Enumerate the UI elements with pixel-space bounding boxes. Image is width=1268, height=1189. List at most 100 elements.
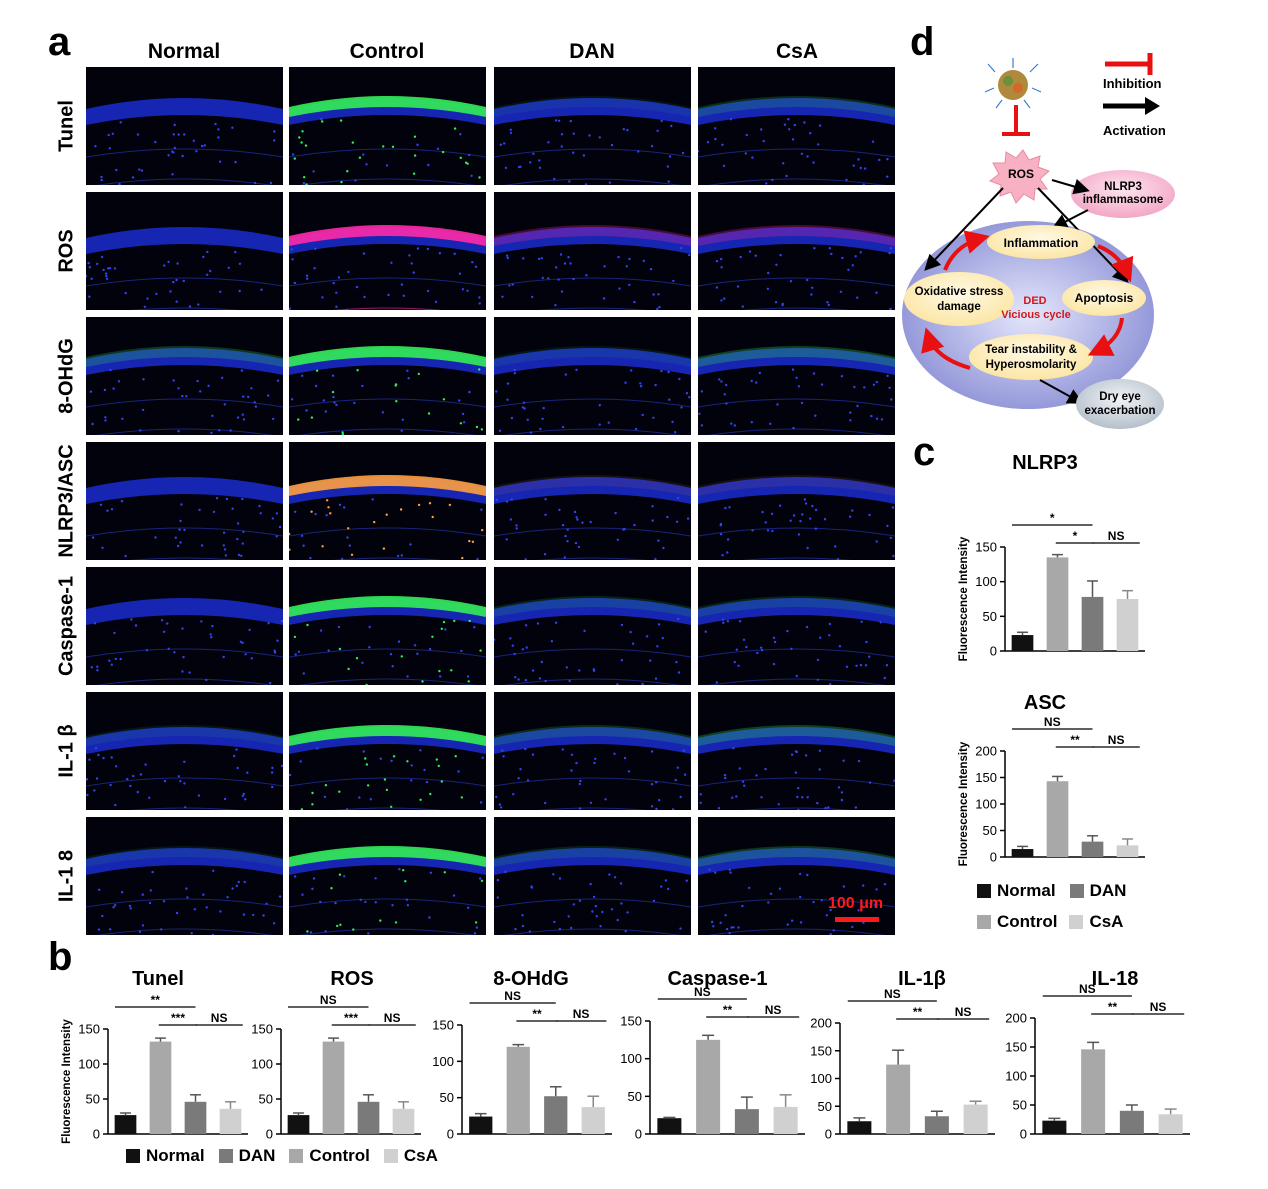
legend-label-dan: DAN bbox=[238, 1146, 276, 1165]
bar-8ohdg-csa bbox=[581, 1107, 605, 1134]
y-axis-label-tunel: Fluorescence Intensity bbox=[61, 1019, 73, 1144]
legend-c-row1: Normal DAN bbox=[977, 881, 1126, 901]
bar-tunel-dan bbox=[184, 1101, 207, 1134]
sig-label-il18: ** bbox=[1108, 1000, 1118, 1014]
sig-label-ros: NS bbox=[320, 993, 337, 1007]
column-header-normal: Normal bbox=[147, 40, 221, 63]
chart-title-il18: IL-18 bbox=[1091, 968, 1139, 990]
chart-title-nlrp3: NLRP3 bbox=[1012, 452, 1078, 474]
sig-label-nlrp3: * bbox=[1050, 511, 1055, 525]
micrograph-nlrp3asc-dan bbox=[494, 442, 691, 560]
bar-tunel-control bbox=[149, 1041, 172, 1134]
inflammation-node bbox=[987, 225, 1095, 259]
micrograph-il18-csa bbox=[698, 817, 895, 935]
sig-label-caspase1: NS bbox=[694, 985, 711, 999]
sig-label-8ohdg: ** bbox=[532, 1007, 542, 1021]
bar-ros-dan bbox=[357, 1101, 380, 1134]
bar-ros-normal bbox=[287, 1115, 310, 1134]
dry-eye-label-line1: Dry eye bbox=[1099, 391, 1141, 403]
bar-caspase1-normal bbox=[657, 1118, 682, 1134]
micrograph-nlrp3asc-normal bbox=[86, 442, 283, 560]
micrograph-il1-dan bbox=[494, 692, 691, 810]
micrograph-il18-normal bbox=[86, 817, 283, 935]
sig-label-tunel: ** bbox=[151, 993, 161, 1007]
micrograph-tunel-dan bbox=[494, 67, 691, 185]
panel-label-a: a bbox=[48, 20, 71, 64]
chart-title-il1b: IL-1β bbox=[898, 968, 946, 990]
nanoparticle-icon bbox=[984, 58, 1042, 109]
bar-nlrp3-normal bbox=[1011, 635, 1034, 651]
legend-label-normal: Normal bbox=[146, 1146, 205, 1165]
apoptosis-node bbox=[1062, 280, 1146, 316]
y-tick-label-ros: 0 bbox=[266, 1127, 273, 1142]
sig-label-il1: NS bbox=[955, 1005, 972, 1019]
bar-il1-csa bbox=[963, 1104, 988, 1134]
y-tick-label-ros: 150 bbox=[251, 1022, 273, 1037]
sig-label-asc: NS bbox=[1044, 715, 1061, 729]
sig-label-il18: NS bbox=[1150, 1000, 1167, 1014]
bar-tunel-csa bbox=[219, 1108, 242, 1134]
column-header-csa: CsA bbox=[775, 40, 818, 63]
micrograph-il1-normal bbox=[86, 692, 283, 810]
y-tick-label-il1: 0 bbox=[825, 1127, 832, 1142]
legend-activation: Activation bbox=[1103, 123, 1166, 138]
legend-swatch-csa bbox=[383, 1149, 398, 1163]
legend-inhibition: Inhibition bbox=[1103, 76, 1162, 91]
nlrp3-node bbox=[1071, 170, 1175, 218]
dry-eye-node bbox=[1076, 379, 1164, 429]
legend-b: Normal DAN Control CsA bbox=[126, 1146, 438, 1166]
y-tick-label-il18: 0 bbox=[1020, 1127, 1027, 1142]
bar-il1-normal bbox=[847, 1121, 872, 1134]
bar-asc-csa bbox=[1116, 845, 1139, 857]
y-axis-label-asc: Fluorescence Intensity bbox=[958, 741, 970, 866]
micrograph-8ohdg-csa bbox=[698, 317, 895, 435]
sig-label-tunel: *** bbox=[171, 1011, 185, 1025]
panel-label-c: c bbox=[913, 430, 936, 474]
y-tick-label-tunel: 50 bbox=[86, 1092, 100, 1107]
bar-8ohdg-control bbox=[506, 1046, 530, 1134]
micrograph-caspase1-csa bbox=[698, 567, 895, 685]
chart-title-caspase1: Caspase-1 bbox=[667, 968, 768, 990]
legend-label-control: Control bbox=[309, 1146, 370, 1165]
micrograph-ros-dan bbox=[494, 192, 691, 310]
bar-tunel-normal bbox=[114, 1115, 137, 1134]
column-header-dan: DAN bbox=[569, 40, 615, 63]
nlrp3-label-line1: NLRP3 bbox=[1104, 181, 1142, 193]
micrograph-8ohdg-control bbox=[289, 317, 486, 435]
y-tick-label-nlrp3: 50 bbox=[983, 609, 997, 624]
bar-caspase1-dan bbox=[734, 1109, 759, 1134]
y-tick-label-il1: 200 bbox=[810, 1016, 832, 1031]
micrograph-tunel-csa bbox=[698, 67, 895, 185]
legend-label-csa: CsA bbox=[1089, 912, 1124, 931]
bar-il18-csa bbox=[1158, 1114, 1183, 1134]
oxidative-node bbox=[904, 272, 1014, 326]
bar-ros-control bbox=[322, 1041, 345, 1134]
micrograph-il18-control bbox=[289, 817, 486, 935]
sig-label-il1: NS bbox=[884, 987, 901, 1001]
bar-caspase1-csa bbox=[773, 1106, 798, 1134]
y-tick-label-8ohdg: 50 bbox=[440, 1090, 454, 1105]
apoptosis-label: Apoptosis bbox=[1075, 291, 1134, 305]
micrograph-tunel-normal bbox=[86, 67, 283, 185]
tear-node bbox=[969, 334, 1093, 380]
legend-swatch-dan bbox=[1069, 884, 1084, 898]
sig-label-il18: NS bbox=[1079, 982, 1096, 996]
legend-label-csa: CsA bbox=[403, 1146, 438, 1165]
legend-swatch-csa bbox=[1069, 915, 1084, 929]
legend-label-normal: Normal bbox=[997, 881, 1056, 900]
y-tick-label-nlrp3: 100 bbox=[975, 574, 997, 589]
sig-label-caspase1: NS bbox=[765, 1003, 782, 1017]
micrograph-il18-dan bbox=[494, 817, 691, 935]
panel-label-d: d bbox=[910, 20, 935, 64]
bar-nlrp3-csa bbox=[1116, 599, 1139, 651]
micrograph-ros-control bbox=[289, 192, 486, 310]
y-tick-label-il1: 100 bbox=[810, 1071, 832, 1086]
y-tick-label-8ohdg: 100 bbox=[432, 1054, 454, 1069]
y-tick-label-il18: 50 bbox=[1013, 1098, 1027, 1113]
bar-il1-dan bbox=[924, 1116, 949, 1134]
bar-asc-normal bbox=[1011, 849, 1034, 857]
panel-label-b: b bbox=[48, 935, 73, 979]
y-tick-label-caspase1: 50 bbox=[628, 1089, 642, 1104]
column-header-control: Control bbox=[349, 40, 425, 63]
